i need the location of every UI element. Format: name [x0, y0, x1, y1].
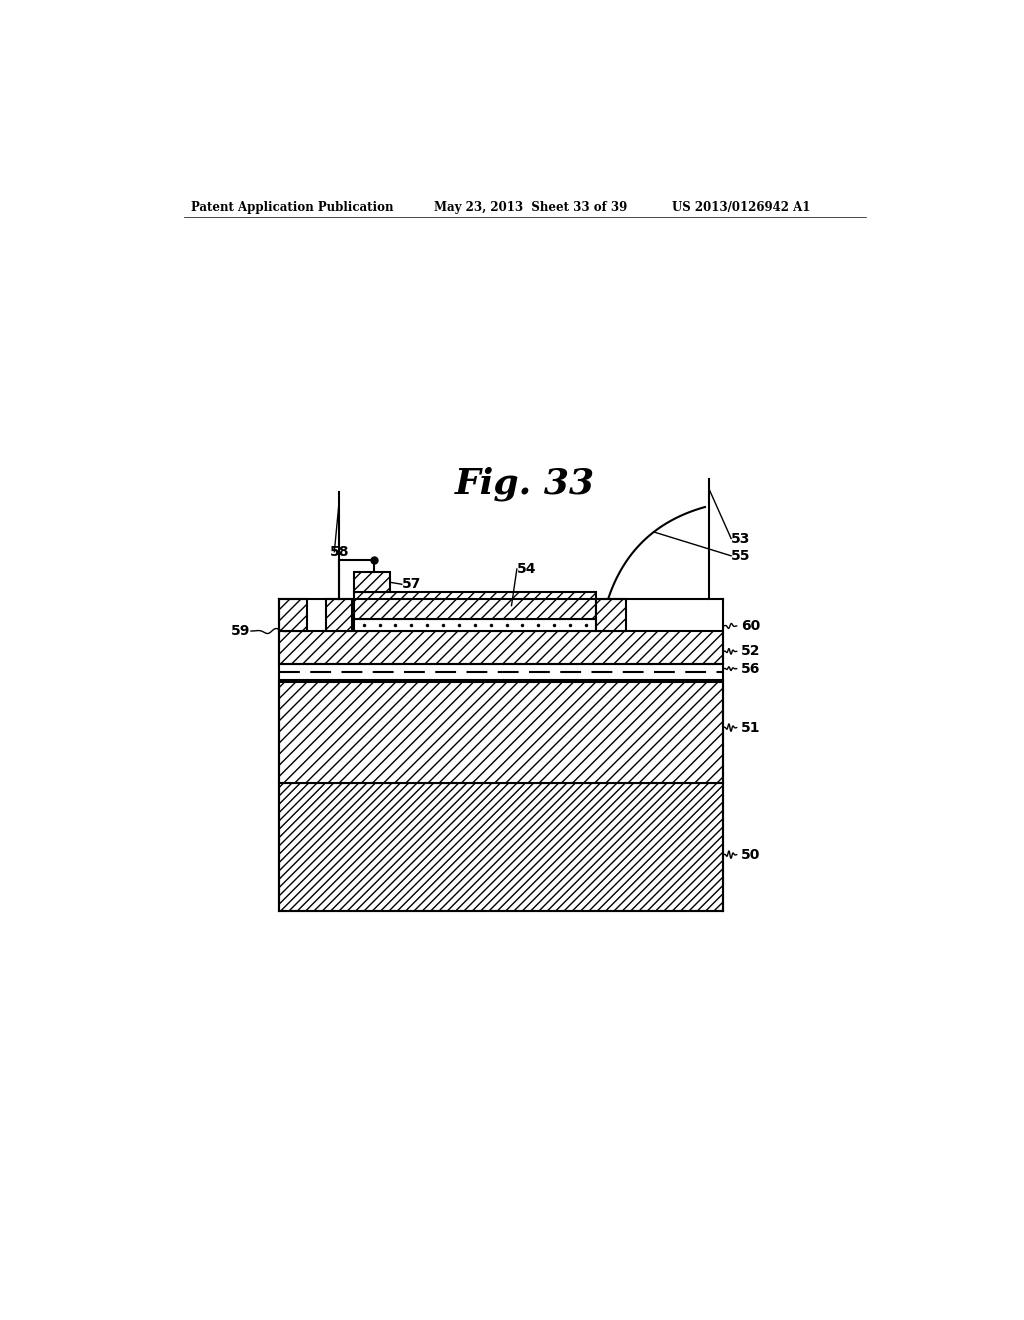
Bar [279, 598, 306, 631]
Text: 59: 59 [231, 624, 251, 638]
Bar [354, 572, 390, 593]
Text: 55: 55 [731, 549, 751, 562]
Bar [596, 598, 627, 631]
Bar [279, 784, 723, 911]
Text: May 23, 2013  Sheet 33 of 39: May 23, 2013 Sheet 33 of 39 [433, 201, 627, 214]
Text: Patent Application Publication: Patent Application Publication [191, 201, 394, 214]
Bar [279, 682, 723, 784]
Text: 54: 54 [517, 562, 537, 576]
Bar [327, 598, 352, 631]
Text: 52: 52 [740, 644, 760, 659]
Text: 56: 56 [740, 661, 760, 676]
Text: US 2013/0126942 A1: US 2013/0126942 A1 [672, 201, 810, 214]
Text: Fig. 33: Fig. 33 [455, 466, 595, 500]
Bar [354, 593, 596, 619]
Bar [279, 664, 723, 680]
Text: 57: 57 [401, 577, 421, 591]
Bar [279, 631, 723, 664]
Text: 50: 50 [740, 847, 760, 862]
Text: 60: 60 [740, 619, 760, 634]
Text: 58: 58 [331, 545, 350, 558]
Bar [354, 619, 596, 631]
Text: 53: 53 [731, 532, 751, 545]
Text: 51: 51 [740, 721, 760, 735]
